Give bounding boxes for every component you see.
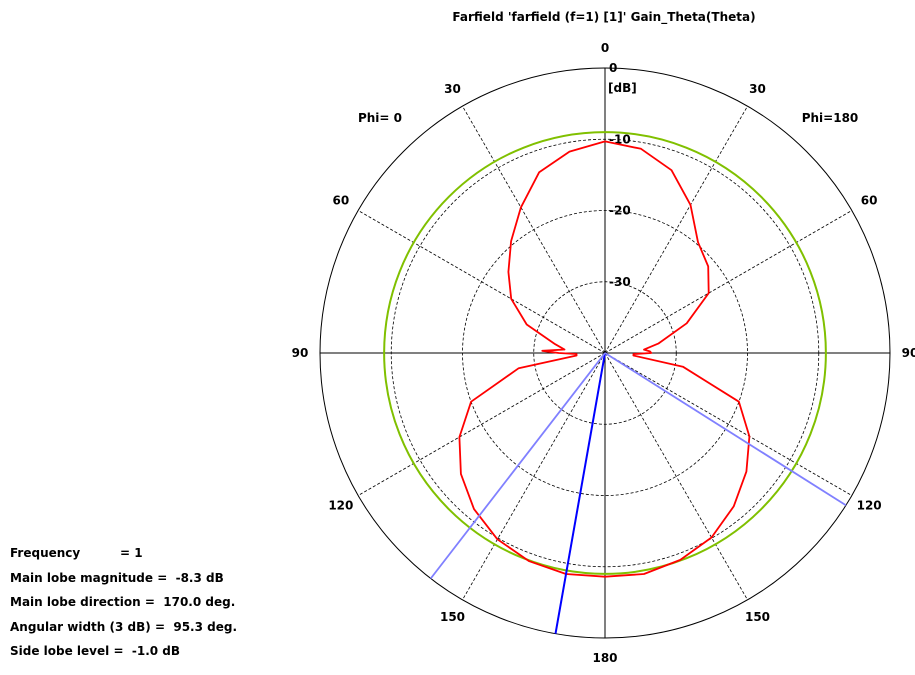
grid-spoke (604, 105, 748, 354)
main-lobe-magnitude-label: Main lobe magnitude (10, 570, 153, 585)
radial-tick-label: 0 (609, 61, 617, 75)
grid-spoke (604, 210, 853, 354)
angle-tick-label: 180 (592, 651, 617, 665)
radial-tick-label: -20 (609, 204, 631, 218)
series-red-pattern (458, 140, 751, 578)
phi-right-label: Phi=180 (802, 111, 859, 125)
frequency-label: Frequency (10, 546, 81, 560)
side-lobe-value: = -1.0 dB (113, 644, 181, 658)
series-green-circle (383, 131, 827, 575)
info-main-lobe-direction: Main lobe direction = 170.0 deg. (10, 590, 237, 615)
angle-tick-label: 60 (861, 194, 878, 208)
info-main-lobe-magnitude: Main lobe magnitude = -8.3 dB (10, 566, 237, 591)
angle-tick-label: 90 (292, 346, 309, 360)
grid-spoke (462, 105, 606, 354)
beamwidth-line (430, 352, 606, 580)
grid-spoke (604, 352, 853, 496)
main-lobe-direction-value: = 170.0 deg. (144, 595, 236, 609)
info-frequency: Frequency = 1 (10, 541, 237, 566)
angle-tick-label: 0 (601, 41, 609, 55)
grid-spoke (357, 210, 606, 354)
angle-tick-label: 150 (440, 610, 465, 624)
angular-width-value: = 95.3 deg. (154, 619, 238, 634)
main-lobe-line (554, 352, 606, 634)
main-lobe-direction-label: Main lobe direction (10, 595, 141, 609)
series-layer (383, 131, 827, 578)
main-lobe-magnitude-value: = -8.3 dB (157, 570, 224, 585)
angular-width-label: Angular width (3 dB) (10, 619, 151, 634)
unit-label: [dB] (608, 81, 637, 95)
info-panel: Frequency = 1 Main lobe magnitude = -8.3 … (10, 541, 237, 664)
info-angular-width: Angular width (3 dB) = 95.3 deg. (10, 615, 237, 640)
angle-tick-label: 60 (333, 194, 350, 208)
angle-tick-label: 30 (749, 82, 766, 96)
chart-title: Farfield 'farfield (f=1) [1]' Gain_Theta… (452, 10, 755, 25)
phi-left-label: Phi= 0 (358, 111, 402, 125)
radial-tick-label: -30 (609, 275, 631, 289)
angle-tick-label: 30 (444, 82, 461, 96)
angle-tick-label: 120 (857, 499, 882, 513)
angle-tick-label: 120 (328, 499, 353, 513)
grid-spoke (604, 352, 748, 601)
frequency-value: = 1 (120, 546, 143, 560)
side-lobe-label: Side lobe level (10, 644, 110, 658)
info-side-lobe: Side lobe level = -1.0 dB (10, 639, 237, 664)
grid-spoke (357, 352, 606, 496)
angle-tick-label: 150 (745, 610, 770, 624)
grid-spoke (462, 352, 606, 601)
marker-layer (430, 352, 847, 634)
beamwidth-line (604, 352, 847, 507)
angle-tick-label: 90 (902, 346, 915, 360)
